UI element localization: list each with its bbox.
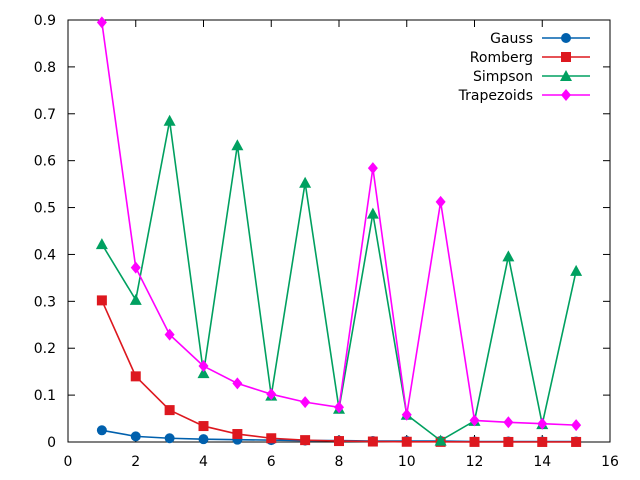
x-tick-label: 8: [335, 454, 344, 470]
y-tick-label: 0.4: [34, 247, 56, 263]
simpson-point: [95, 238, 108, 250]
romberg-point: [300, 435, 311, 446]
trapezoids-point: [198, 360, 209, 373]
legend-label-simpson: Simpson: [473, 69, 533, 85]
y-tick-label: 0.9: [34, 13, 56, 29]
trapezoids-point: [367, 162, 378, 175]
legend-label-romberg: Romberg: [470, 50, 533, 66]
romberg-point: [537, 436, 548, 447]
trapezoids-point: [571, 419, 582, 432]
romberg-point: [571, 436, 582, 447]
simpson-point: [197, 367, 210, 379]
simpson-point: [502, 250, 515, 262]
trapezoids-point: [164, 328, 175, 341]
trapezoids-point: [334, 401, 344, 414]
trapezoids-point: [300, 396, 311, 409]
simpson-point: [299, 176, 312, 188]
romberg-point: [96, 295, 107, 306]
x-tick-label: 12: [466, 454, 484, 470]
trapezoids-point: [401, 408, 412, 421]
y-tick-label: 0.5: [34, 201, 56, 217]
legend-marker-trapezoids: [561, 89, 571, 101]
y-tick-label: 0: [47, 435, 56, 451]
romberg-point: [503, 436, 514, 447]
romberg-point: [232, 429, 243, 440]
y-tick-label: 0.1: [34, 388, 56, 404]
romberg-point: [164, 405, 175, 416]
simpson-line: [101, 120, 577, 442]
y-tick-label: 0.3: [34, 294, 56, 310]
x-tick-label: 16: [601, 454, 619, 470]
y-tick-label: 0.2: [34, 341, 56, 357]
x-tick-label: 2: [131, 454, 140, 470]
legend-label-trapezoids: Trapezoids: [458, 88, 533, 104]
trapezoids-point: [537, 417, 548, 430]
trapezoids-point: [130, 261, 141, 274]
axis-ticks: 0 2 4 6 8 10 12 14 16 0 0.1 0.2 0.3 0.4 0.5 0.6 0.7 0.8 0.…: [34, 13, 619, 470]
simpson-point: [163, 114, 176, 126]
x-tick-label: 14: [533, 454, 551, 470]
y-tick-label: 0.8: [34, 60, 56, 76]
trapezoids-point: [96, 16, 107, 29]
x-tick-label: 10: [398, 454, 416, 470]
romberg-point: [334, 436, 344, 447]
x-tick-label: 4: [199, 454, 208, 470]
legend-marker-romberg: [561, 52, 571, 62]
x-tick-label: 6: [267, 454, 276, 470]
series-simpson: [95, 114, 583, 446]
simpson-point: [231, 139, 244, 151]
simpson-point: [434, 434, 447, 446]
romberg-point: [130, 371, 141, 382]
simpson-point: [129, 293, 142, 305]
x-tick-label: 0: [64, 454, 73, 470]
simpson-point: [570, 264, 583, 276]
romberg-point: [469, 436, 480, 447]
legend-marker-simpson: [560, 70, 572, 81]
trapezoids-point: [232, 377, 243, 390]
y-tick-label: 0.7: [34, 107, 56, 123]
gauss-point: [96, 425, 107, 436]
y-tick-label: 0.6: [34, 154, 56, 170]
legend: Gauss Romberg Simpson Trapezoids: [458, 31, 590, 104]
gauss-point: [198, 434, 209, 445]
series-trapezoids: [96, 16, 582, 432]
romberg-point: [401, 436, 412, 447]
romberg-point: [198, 421, 209, 432]
trapezoids-point: [469, 414, 480, 427]
trapezoids-point: [266, 388, 277, 401]
romberg-point: [266, 433, 277, 444]
legend-label-gauss: Gauss: [490, 31, 533, 47]
romberg-point: [367, 436, 378, 447]
simpson-point: [366, 207, 379, 219]
series-layer: [95, 16, 583, 447]
gauss-point: [130, 431, 141, 442]
legend-marker-gauss: [561, 33, 571, 43]
trapezoids-point: [435, 195, 446, 208]
trapezoids-point: [503, 416, 514, 429]
gauss-point: [164, 433, 175, 444]
